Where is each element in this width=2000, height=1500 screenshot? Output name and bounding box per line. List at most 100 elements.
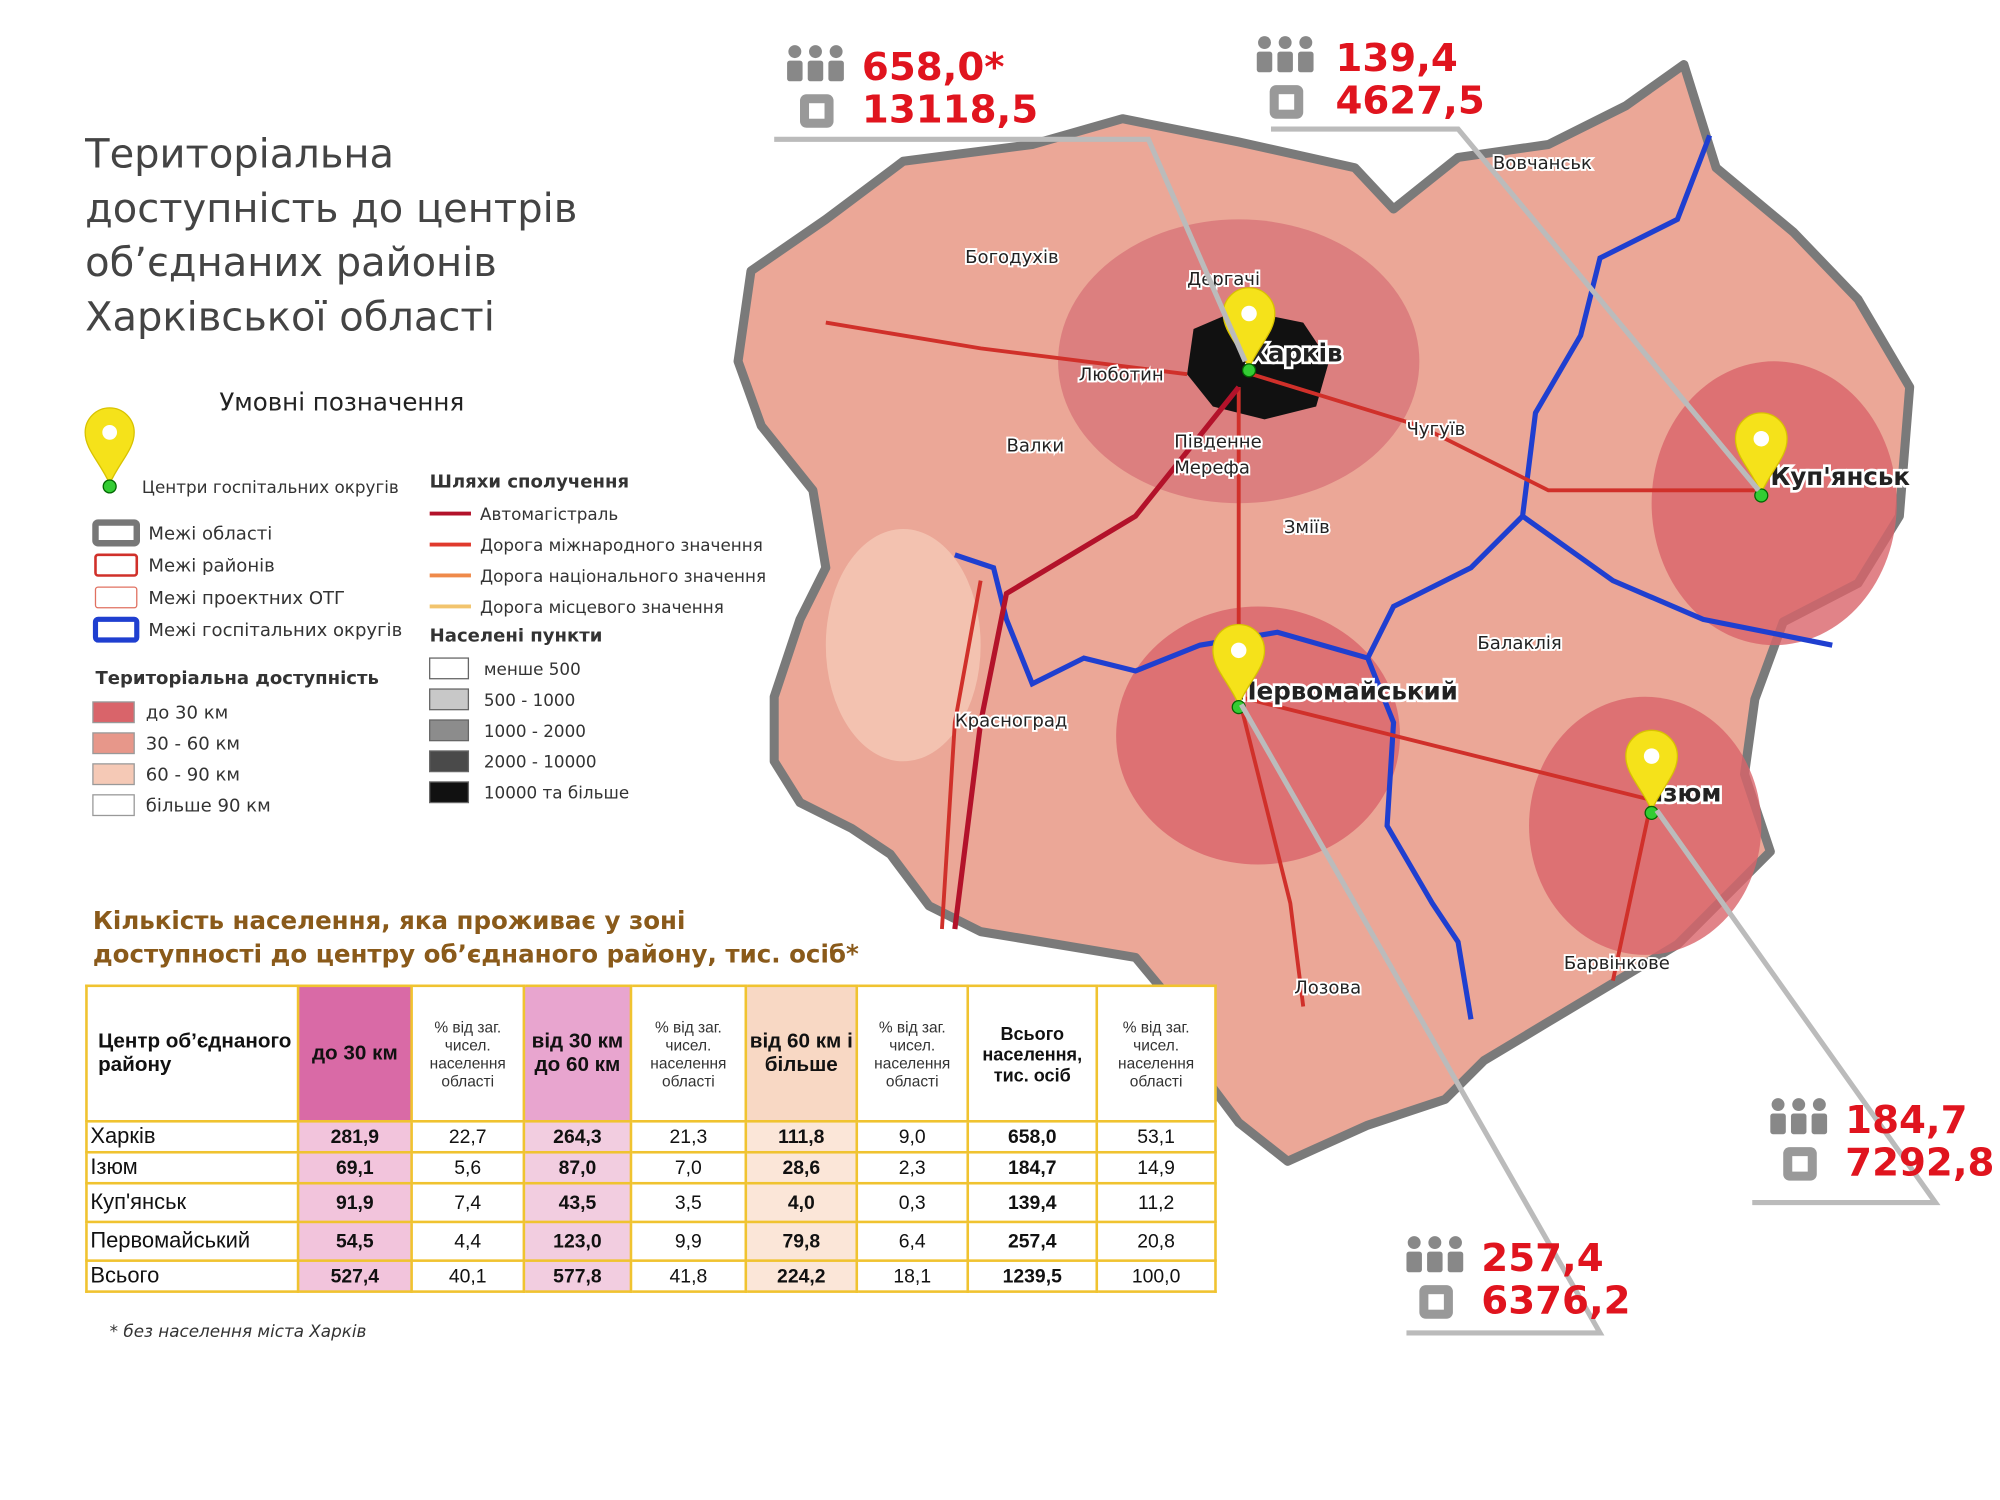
area-icon — [1278, 94, 1295, 110]
population-value: 184,7 — [1845, 1098, 1967, 1143]
legend-label: 2000 - 10000 — [484, 752, 597, 772]
table-cell: 14,9 — [1095, 1150, 1217, 1185]
table-cell: 43,5 — [522, 1181, 633, 1224]
city-label: Вовчанськ — [1493, 153, 1592, 174]
pin-hole — [1230, 642, 1247, 659]
people-icon — [1447, 1251, 1464, 1273]
pin-hole — [1643, 748, 1660, 764]
legend-heading: Населені пункти — [430, 625, 603, 646]
table-cell: 224,2 — [744, 1259, 859, 1293]
city-label: Харків — [1249, 338, 1343, 367]
legend-swatch — [92, 616, 140, 643]
people-icon — [1406, 1251, 1422, 1273]
table-cell: 184,7 — [966, 1150, 1099, 1185]
legend-swatch — [429, 657, 470, 680]
people-icon — [1428, 1236, 1442, 1250]
table-cell: 100,0 — [1095, 1259, 1217, 1293]
table-cell: 87,0 — [522, 1150, 633, 1185]
table-cell: 4,4 — [410, 1220, 526, 1262]
legend-label: 60 - 90 км — [146, 765, 240, 786]
table-cell: 123,0 — [522, 1220, 633, 1262]
center-dot — [1241, 363, 1257, 378]
table-cell: 111,8 — [744, 1119, 859, 1154]
legend-label: Дорога національного значення — [480, 566, 766, 586]
city-label: Валки — [1006, 436, 1064, 457]
legend-swatch — [92, 519, 140, 547]
area-value: 7292,8 — [1845, 1140, 1994, 1185]
city-label: Чугуїв — [1406, 419, 1465, 440]
people-icon — [788, 45, 802, 59]
people-icon — [1258, 36, 1271, 50]
leader-line — [1270, 126, 1761, 492]
people-icon — [1812, 1098, 1826, 1111]
table-cell: 69,1 — [296, 1150, 413, 1185]
legend-label: 30 - 60 км — [146, 734, 240, 755]
table-row: Первомайський 54,5 4,4 123,0 9,9 79,8 6,4 257,4… — [85, 1220, 1217, 1262]
people-icon — [1278, 36, 1292, 50]
legend-title: Умовні позначення — [219, 387, 464, 416]
population-value: 658,0* — [862, 45, 1005, 90]
legend-label: Межі області — [148, 523, 272, 544]
people-icon — [828, 60, 844, 82]
pin — [1222, 287, 1276, 370]
table-cell: 257,4 — [966, 1220, 1099, 1262]
column-header: від 60 км і більше — [744, 984, 859, 1123]
leader-line — [774, 136, 1248, 363]
legend-label: 500 - 1000 — [484, 690, 575, 710]
people-icon — [829, 45, 843, 59]
legend-heading: Територіальна доступність — [95, 668, 378, 689]
column-header: Центр об’єднаного району — [85, 984, 300, 1123]
city-label: Первомайський — [1236, 676, 1458, 705]
table-cell: 20,8 — [1095, 1220, 1217, 1262]
table-cell: 54,5 — [296, 1220, 413, 1262]
title-line: об’єднаних районів — [85, 240, 497, 286]
pin-hole — [102, 425, 118, 440]
table-heading: доступності до центру об’єднаного району… — [93, 940, 859, 969]
pin — [1734, 412, 1788, 495]
table-cell: 18,1 — [855, 1259, 970, 1293]
table-cell: 3,5 — [629, 1181, 748, 1224]
table-cell: 281,9 — [296, 1119, 413, 1154]
city-label: Красноград — [955, 710, 1068, 731]
column-header: до 30 км — [296, 984, 413, 1123]
legend-label: більше 90 км — [146, 796, 271, 817]
table-cell: 28,6 — [744, 1150, 859, 1185]
column-header: % від заг. чисел. населення області — [629, 984, 748, 1123]
people-icon — [1427, 1251, 1443, 1273]
legend-label: 1000 - 2000 — [484, 721, 586, 741]
legend-label: Дорога місцевого значення — [480, 597, 724, 617]
city-label: Лозова — [1294, 978, 1361, 999]
people-icon — [787, 60, 803, 82]
legend-swatch — [94, 586, 138, 609]
table-cell: Первомайський — [85, 1220, 300, 1262]
road — [825, 320, 1755, 1007]
legend-label: Дорога міжнародного значення — [480, 535, 763, 555]
table-cell: 40,1 — [410, 1259, 526, 1293]
data-table: Центр об’єднаного району до 30 км % від за… — [85, 984, 1217, 1293]
table-row: Всього 527,4 40,1 577,8 41,8 224,2 18,1 1239,5 1… — [85, 1259, 1217, 1293]
legend-label: до 30 км — [146, 703, 228, 724]
city-label: Барвінкове — [1564, 953, 1670, 974]
region-map — [733, 59, 1915, 1166]
people-icon — [1790, 1113, 1807, 1135]
people-icon — [809, 45, 822, 59]
column-header: % від заг. чисел. населення області — [1095, 984, 1217, 1123]
leader-line — [1239, 703, 1605, 1336]
city-label: Богодухів — [965, 247, 1058, 268]
people-icon — [1792, 1098, 1806, 1111]
table-cell: 4,0 — [744, 1181, 859, 1224]
pin — [1625, 729, 1679, 812]
pin — [1212, 623, 1266, 707]
center-dot — [102, 479, 117, 494]
table-cell: 139,4 — [966, 1181, 1099, 1224]
title-line: Харківської області — [85, 294, 495, 340]
people-icon — [1811, 1113, 1828, 1135]
area-value: 13118,5 — [862, 88, 1038, 133]
table-cell: 658,0 — [966, 1119, 1099, 1154]
column-header: від 30 км до 60 км — [522, 984, 633, 1123]
table-cell: 6,4 — [855, 1220, 970, 1262]
city-label: Південне — [1174, 432, 1262, 453]
people-icon — [1770, 1113, 1786, 1135]
legend-label: менше 500 — [484, 659, 581, 679]
